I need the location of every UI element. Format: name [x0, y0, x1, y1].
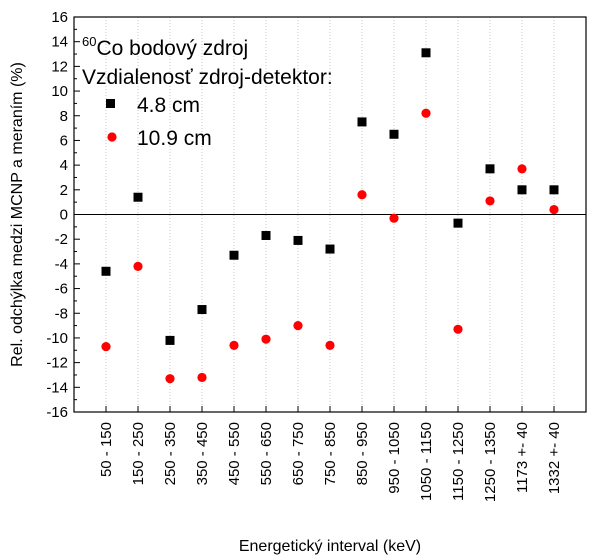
point-series-1	[197, 305, 207, 315]
y-tick-label: 16	[51, 9, 68, 26]
point-series-1	[165, 335, 175, 345]
y-tick-label: -2	[55, 231, 68, 248]
y-tick-label: 12	[51, 58, 68, 75]
point-series-2	[357, 190, 367, 200]
point-series-1	[357, 117, 367, 127]
legend-label-series-2: 10.9 cm	[137, 127, 212, 150]
legend-header: 60Co bodový zdroj	[82, 34, 248, 60]
point-series-1	[453, 218, 463, 228]
y-tick-label: 0	[60, 207, 68, 224]
x-tick-label: 250 - 350	[162, 422, 179, 485]
x-tick-label: 150 - 250	[130, 422, 147, 485]
point-series-1	[485, 164, 495, 174]
point-series-2	[293, 320, 303, 331]
x-tick-label: 750 - 850	[322, 422, 339, 485]
x-axis: 50 - 150 150 - 250 250 - 350 350 - 450 450 -…	[98, 406, 563, 502]
point-series-2	[261, 334, 271, 344]
point-series-2	[165, 374, 175, 384]
x-tick-label: 1173 +- 40	[514, 422, 531, 493]
point-series-2	[325, 340, 335, 350]
point-series-2	[421, 108, 431, 118]
point-series-1	[293, 235, 303, 245]
y-tick-label: 10	[51, 83, 68, 100]
point-series-1	[229, 250, 239, 260]
point-series-2	[197, 372, 207, 383]
y-tick-label: -10	[46, 330, 68, 347]
point-series-2	[229, 340, 239, 350]
y-tick-label: 6	[60, 132, 68, 149]
y-tick-label: -4	[55, 256, 68, 273]
y-axis: -16 -14 -12 -10 -8 -6 -4 -2 0 2 4 6 8 10 12 14 16	[46, 9, 80, 421]
legend-marker-circle	[107, 132, 117, 142]
data-points	[101, 48, 559, 384]
x-tick-label: 650 - 750	[290, 422, 307, 485]
point-series-1	[517, 185, 527, 195]
y-tick-label: -16	[46, 404, 68, 421]
legend-label-series-1: 4.8 cm	[137, 94, 200, 117]
x-tick-label: 450 - 550	[226, 422, 243, 485]
point-series-2	[453, 324, 463, 334]
point-series-1	[101, 266, 111, 276]
y-tick-label: -6	[55, 281, 68, 298]
point-series-2	[101, 341, 111, 352]
y-tick-label: -14	[46, 379, 68, 396]
point-series-2	[517, 164, 527, 174]
point-series-1	[549, 185, 559, 195]
y-tick-label: 8	[60, 108, 68, 125]
x-tick-label: 1250 - 1350	[482, 422, 499, 502]
y-tick-label: -8	[55, 305, 68, 322]
x-tick-label: 550 - 650	[258, 422, 275, 485]
x-axis-title: Energetický interval (keV)	[239, 538, 421, 555]
point-series-1	[325, 244, 335, 254]
point-series-2	[133, 261, 143, 271]
point-series-2	[549, 204, 559, 215]
x-tick-label: 50 - 150	[98, 422, 115, 477]
legend-header-superscript: 60	[82, 34, 96, 49]
x-tick-label: 350 - 450	[194, 422, 211, 485]
legend-marker-square	[106, 99, 115, 108]
y-tick-label: 14	[51, 34, 68, 51]
point-series-1	[261, 230, 271, 240]
y-axis-title: Rel. odchýlka medzi MCNP a meraním (%)	[9, 62, 26, 367]
legend-header-main: Co bodový zdroj	[96, 37, 248, 60]
y-tick-label: -12	[46, 355, 68, 372]
x-tick-label: 1332 +- 40	[546, 422, 563, 494]
y-tick-label: 2	[60, 182, 68, 199]
point-series-2	[389, 213, 399, 223]
plot-frame	[73, 16, 587, 413]
point-series-2	[485, 196, 495, 206]
legend-header-line2: Vzdialenosť zdroj-detektor:	[82, 66, 333, 89]
x-tick-label: 850 - 950	[354, 422, 371, 485]
x-tick-label: 1150 - 1250	[450, 422, 467, 501]
legend: 60Co bodový zdroj Vzdialenosť zdroj-dete…	[82, 34, 333, 150]
point-series-1	[421, 48, 431, 58]
point-series-1	[389, 129, 399, 139]
point-series-1	[133, 192, 143, 202]
x-tick-label: 1050 - 1150	[418, 422, 435, 501]
y-tick-label: 4	[60, 157, 68, 174]
x-tick-label: 950 - 1050	[386, 422, 403, 494]
